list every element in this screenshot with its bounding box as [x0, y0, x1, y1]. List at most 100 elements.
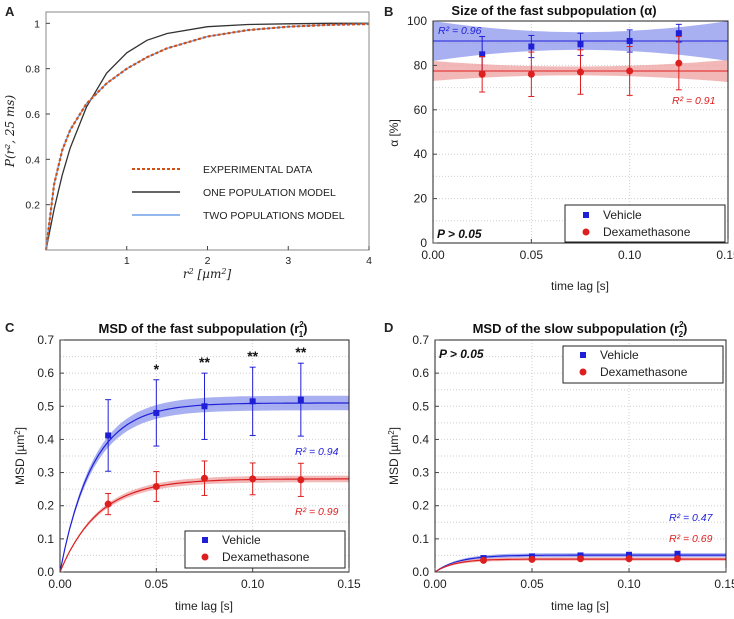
- dex-point: [674, 555, 681, 563]
- y-tick-label: 0.5: [37, 399, 54, 413]
- dex-point: [527, 70, 535, 78]
- y-tick-label: 0.8: [25, 64, 40, 76]
- panel-c-legend: Vehicle Dexamethasone: [184, 530, 346, 569]
- panel-label-a: A: [5, 4, 15, 19]
- y-tick-label: 0.4: [25, 154, 40, 166]
- vehicle-point: [577, 41, 584, 48]
- y-tick-label: 40: [414, 147, 428, 161]
- panel-b-r2-vehicle: R² = 0.96: [438, 25, 482, 37]
- panel-b-y-axis-label: α [%]: [387, 119, 401, 147]
- panel-a-plot-area: [44, 22, 370, 251]
- panel-label-b: B: [384, 4, 393, 19]
- panel-c-title: MSD of the fast subpopulation (r2 1): [98, 320, 307, 339]
- y-tick-label: 0.2: [37, 499, 54, 513]
- panel-c-significance-marks: * ** ** **: [154, 344, 307, 377]
- y-tick-label: 0.1: [412, 532, 429, 546]
- x-tick-label: 0.00: [48, 577, 72, 591]
- panel-c-y-axis-label: MSD [µm2]: [13, 427, 28, 485]
- panel-c-x-axis-label: time lag [s]: [175, 599, 233, 613]
- panel-b-legend: Vehicle Dexamethasone: [564, 204, 726, 243]
- vehicle-point: [626, 551, 632, 558]
- legend-label-two-populations: TWO POPULATIONS MODEL: [203, 210, 345, 222]
- panel-a-legend: EXPERIMENTAL DATA ONE POPULATION MODEL T…: [132, 164, 345, 222]
- panel-b-x-axis-label: time lag [s]: [551, 279, 609, 293]
- x-tick-label: 1: [124, 255, 130, 267]
- panel-d-x-axis-label: time lag [s]: [551, 599, 609, 613]
- x-tick-label: 0.05: [520, 248, 544, 262]
- two-populations-model-line: [45, 23, 370, 251]
- y-tick-label: 0.7: [412, 333, 429, 347]
- significance-mark: **: [295, 344, 306, 360]
- panel-b-title: Size of the fast subpopulation (α): [451, 3, 656, 18]
- y-tick-label: 0.7: [37, 333, 54, 347]
- y-tick-label: 80: [414, 58, 428, 72]
- vehicle-point: [479, 51, 486, 58]
- dex-point: [297, 476, 305, 484]
- vehicle-point: [105, 432, 112, 439]
- panel-c-ticks: 0.00 0.05 0.10 0.15 0.0 0.1 0.2 0.3 0.4 0.5 0.6 0.7: [37, 333, 361, 591]
- y-tick-label: 0.0: [37, 565, 54, 579]
- vehicle-point: [297, 396, 304, 403]
- dex-point: [104, 500, 112, 508]
- y-tick-label: 0.1: [37, 532, 54, 546]
- dex-point: [480, 556, 487, 564]
- vehicle-point: [675, 30, 682, 37]
- y-tick-label: 100: [407, 14, 427, 28]
- legend-marker-vehicle: [202, 537, 208, 543]
- panel-c-plot-area: [59, 340, 349, 573]
- y-tick-label: 0.3: [412, 466, 429, 480]
- legend-label-vehicle: Vehicle: [603, 208, 642, 222]
- panel-c-legend-box: [184, 530, 346, 569]
- vehicle-point: [201, 403, 208, 410]
- legend-label-vehicle: Vehicle: [222, 533, 261, 547]
- legend-marker-dexamethasone: [201, 553, 209, 561]
- x-tick-label: 0.00: [421, 248, 445, 262]
- x-tick-label: 2: [205, 255, 211, 267]
- x-tick-label: 4: [366, 255, 372, 267]
- panel-c-chart: MSD of the fast subpopulation (r2 1) 0.00…: [13, 320, 362, 613]
- panel-a-chart: 1 2 3 40.20.40.60.81 P(r², 25 ms) r2 [µm2] …: [3, 11, 372, 282]
- legend-label-experimental: EXPERIMENTAL DATA: [203, 164, 312, 176]
- x-tick-label: 0.05: [520, 577, 544, 591]
- y-tick-label: 20: [414, 192, 428, 206]
- y-tick-label: 0.6: [37, 366, 54, 380]
- panel-d-title: MSD of the slow subpopulation (r2 2): [473, 320, 688, 339]
- y-tick-label: 0.6: [412, 366, 429, 380]
- vehicle-point: [153, 409, 160, 416]
- legend-marker-dexamethasone: [579, 368, 587, 376]
- panel-c-r2-vehicle: R² = 0.94: [295, 446, 339, 458]
- panel-label-d: D: [384, 320, 393, 335]
- panel-d-y-axis-label: MSD [µm2]: [387, 427, 402, 485]
- panel-b-legend-box: [564, 204, 726, 243]
- legend-label-vehicle: Vehicle: [600, 348, 639, 362]
- panel-d-plot-area: [434, 340, 726, 573]
- y-tick-label: 0.3: [37, 466, 54, 480]
- panel-d-ticks: 0.00 0.05 0.10 0.15 0.0 0.1 0.2 0.3 0.4 0.5 0.6 0.7: [412, 333, 734, 591]
- vehicle-point: [528, 43, 535, 50]
- legend-marker-vehicle: [583, 212, 589, 218]
- dex-point: [577, 555, 584, 563]
- legend-label-one-population: ONE POPULATION MODEL: [203, 187, 336, 199]
- vehicle-point: [249, 398, 256, 405]
- dex-point: [577, 68, 584, 76]
- dex-point: [528, 555, 536, 563]
- y-tick-label: 0.0: [412, 565, 429, 579]
- x-tick-label: 0.05: [145, 577, 169, 591]
- panel-b-frame: [432, 20, 729, 244]
- panel-a-ticks: 1 2 3 4 0.2 0.4 0.6 0.8 1: [25, 18, 372, 267]
- vehicle-point: [674, 550, 681, 557]
- panel-c-r2-dex: R² = 0.99: [295, 506, 339, 518]
- panel-d-legend: Vehicle Dexamethasone: [562, 345, 724, 384]
- panel-a-x-axis-label: r2 [µm2]: [183, 267, 232, 282]
- legend-label-dexamethasone: Dexamethasone: [603, 225, 691, 239]
- legend-marker-dexamethasone: [582, 228, 590, 236]
- dex-point: [249, 475, 257, 483]
- vehicle-point: [626, 37, 633, 44]
- panel-b-plot-area: [433, 21, 728, 243]
- panel-d-r2-vehicle: R² = 0.47: [669, 512, 714, 524]
- panel-d-frame: [434, 339, 727, 573]
- y-tick-label: 60: [414, 103, 428, 117]
- y-tick-label: 0.6: [25, 109, 40, 121]
- x-tick-label: 0.10: [618, 248, 642, 262]
